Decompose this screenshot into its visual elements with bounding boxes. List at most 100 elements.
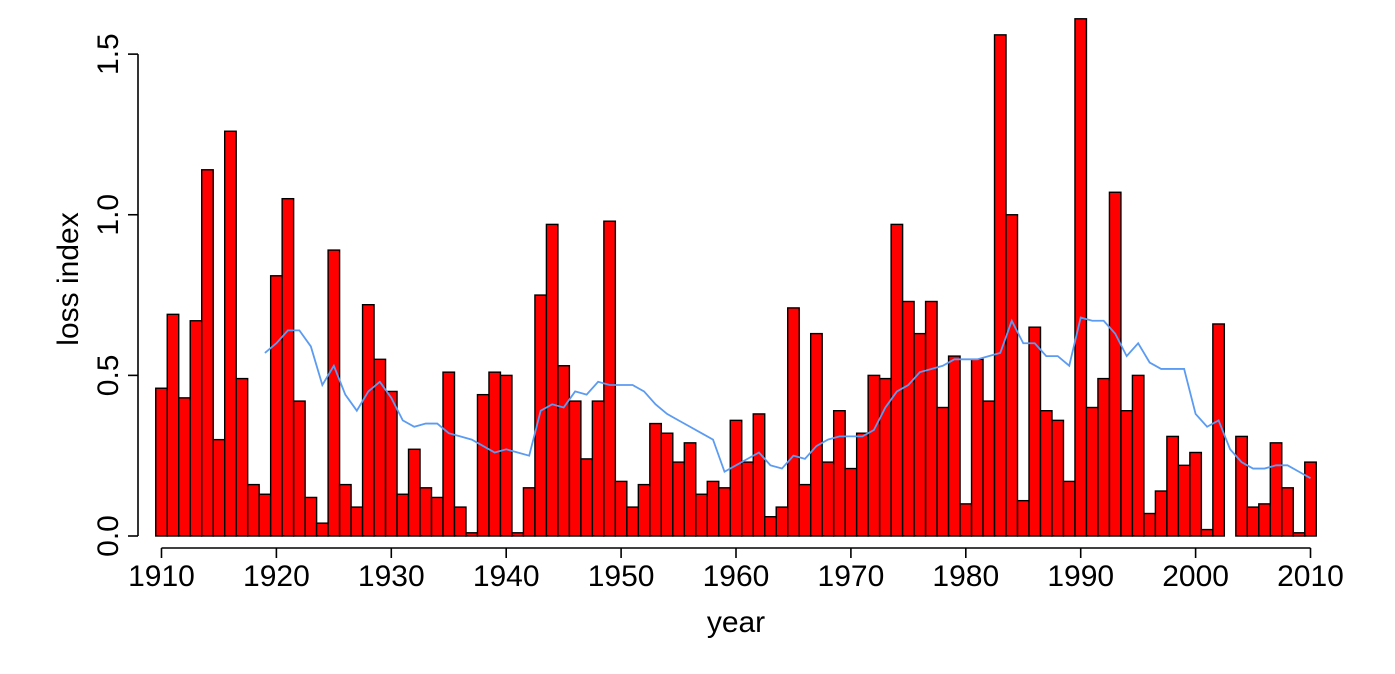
bar-1962 bbox=[752, 413, 766, 537]
bar-2004 bbox=[1235, 435, 1249, 537]
bar-1998 bbox=[1166, 435, 1180, 537]
bar-1988 bbox=[1051, 419, 1065, 537]
bar-1964 bbox=[775, 506, 789, 537]
bar-1941 bbox=[511, 532, 525, 537]
bar-1915 bbox=[212, 438, 226, 537]
bar-1947 bbox=[580, 458, 594, 537]
bar-1940 bbox=[499, 374, 513, 537]
bar-1953 bbox=[649, 422, 663, 537]
x-tick-label-1970: 1970 bbox=[818, 560, 885, 593]
bar-1937 bbox=[465, 532, 479, 537]
bar-1982 bbox=[982, 400, 996, 537]
bar-1968 bbox=[821, 461, 835, 537]
bar-2007 bbox=[1269, 442, 1283, 537]
bar-1961 bbox=[741, 461, 754, 537]
bar-1965 bbox=[787, 307, 800, 537]
bar-1936 bbox=[453, 506, 467, 537]
bar-1912 bbox=[178, 397, 191, 537]
bar-1951 bbox=[626, 506, 640, 537]
bar-1979 bbox=[947, 355, 961, 537]
line-layer bbox=[264, 316, 1311, 479]
bar-1917 bbox=[235, 377, 249, 537]
bar-1967 bbox=[809, 332, 823, 537]
x-axis-title: year bbox=[707, 606, 765, 639]
bar-1924 bbox=[315, 522, 329, 537]
bar-1969 bbox=[832, 410, 846, 537]
bar-2009 bbox=[1292, 532, 1306, 537]
bar-1918 bbox=[246, 483, 260, 537]
bar-1926 bbox=[338, 483, 352, 537]
bar-1995 bbox=[1131, 374, 1145, 537]
bar-1931 bbox=[396, 493, 410, 537]
bar-1970 bbox=[844, 467, 858, 537]
bar-1994 bbox=[1120, 410, 1134, 537]
bar-1913 bbox=[189, 320, 203, 537]
bar-1956 bbox=[683, 442, 697, 537]
bar-2002 bbox=[1212, 323, 1226, 537]
x-tick-label-2000: 2000 bbox=[1162, 560, 1229, 593]
bar-1942 bbox=[522, 487, 536, 537]
bar-1952 bbox=[637, 483, 651, 537]
smoothed-line bbox=[264, 316, 1311, 479]
bar-1980 bbox=[959, 503, 973, 537]
bar-2006 bbox=[1258, 503, 1271, 537]
bar-1985 bbox=[1016, 499, 1030, 537]
bar-1919 bbox=[258, 493, 272, 537]
x-tick-label-1950: 1950 bbox=[588, 560, 655, 593]
bar-1920 bbox=[269, 275, 283, 537]
bar-2000 bbox=[1189, 451, 1203, 537]
x-tick-label-2010: 2010 bbox=[1277, 560, 1344, 593]
bar-1916 bbox=[223, 130, 237, 537]
bar-1923 bbox=[304, 496, 318, 537]
x-tick-label-1930: 1930 bbox=[358, 560, 425, 593]
bar-1948 bbox=[591, 400, 605, 537]
bar-1927 bbox=[350, 506, 364, 537]
bar-1989 bbox=[1062, 480, 1076, 537]
bar-1996 bbox=[1143, 512, 1157, 537]
bar-1943 bbox=[534, 294, 548, 537]
x-tick-label-1940: 1940 bbox=[473, 560, 540, 593]
bar-1949 bbox=[603, 220, 617, 537]
bar-1991 bbox=[1085, 406, 1099, 537]
bar-1981 bbox=[970, 358, 984, 537]
bar-1950 bbox=[614, 480, 628, 537]
bar-1945 bbox=[557, 365, 571, 537]
x-tick-label-1990: 1990 bbox=[1047, 560, 1114, 593]
bar-1935 bbox=[442, 371, 456, 537]
bar-1944 bbox=[545, 223, 559, 537]
bar-2008 bbox=[1281, 487, 1294, 537]
bar-1978 bbox=[936, 406, 950, 537]
bar-1946 bbox=[568, 400, 582, 537]
bar-1984 bbox=[1005, 214, 1019, 537]
bar-1933 bbox=[419, 487, 433, 537]
bar-1992 bbox=[1097, 377, 1111, 537]
bar-1963 bbox=[764, 516, 777, 537]
bar-1977 bbox=[924, 300, 938, 537]
bar-1960 bbox=[729, 419, 743, 537]
bar-2005 bbox=[1246, 506, 1260, 537]
x-tick-label-1960: 1960 bbox=[703, 560, 770, 593]
bar-1983 bbox=[993, 34, 1007, 537]
x-tick-label-1920: 1920 bbox=[243, 560, 310, 593]
x-tick-label-1910: 1910 bbox=[128, 560, 195, 593]
bar-1971 bbox=[855, 432, 869, 537]
x-tick-label-1980: 1980 bbox=[932, 560, 999, 593]
bar-1997 bbox=[1154, 490, 1168, 537]
bar-1928 bbox=[361, 304, 375, 537]
y-tick-label-1.5: 1.5 bbox=[92, 33, 125, 75]
bar-1966 bbox=[798, 483, 812, 537]
bar-1925 bbox=[327, 249, 341, 537]
bar-1972 bbox=[867, 374, 881, 537]
y-tick-label-0.5: 0.5 bbox=[92, 355, 125, 397]
bar-1934 bbox=[430, 496, 444, 537]
bar-1932 bbox=[407, 448, 421, 537]
bar-1993 bbox=[1108, 191, 1122, 537]
bar-2001 bbox=[1200, 528, 1214, 537]
bar-1990 bbox=[1074, 18, 1088, 537]
bar-1986 bbox=[1028, 326, 1042, 537]
bar-1911 bbox=[166, 313, 180, 537]
bar-1999 bbox=[1177, 464, 1191, 537]
bar-1914 bbox=[201, 169, 214, 537]
bar-1976 bbox=[913, 332, 927, 537]
